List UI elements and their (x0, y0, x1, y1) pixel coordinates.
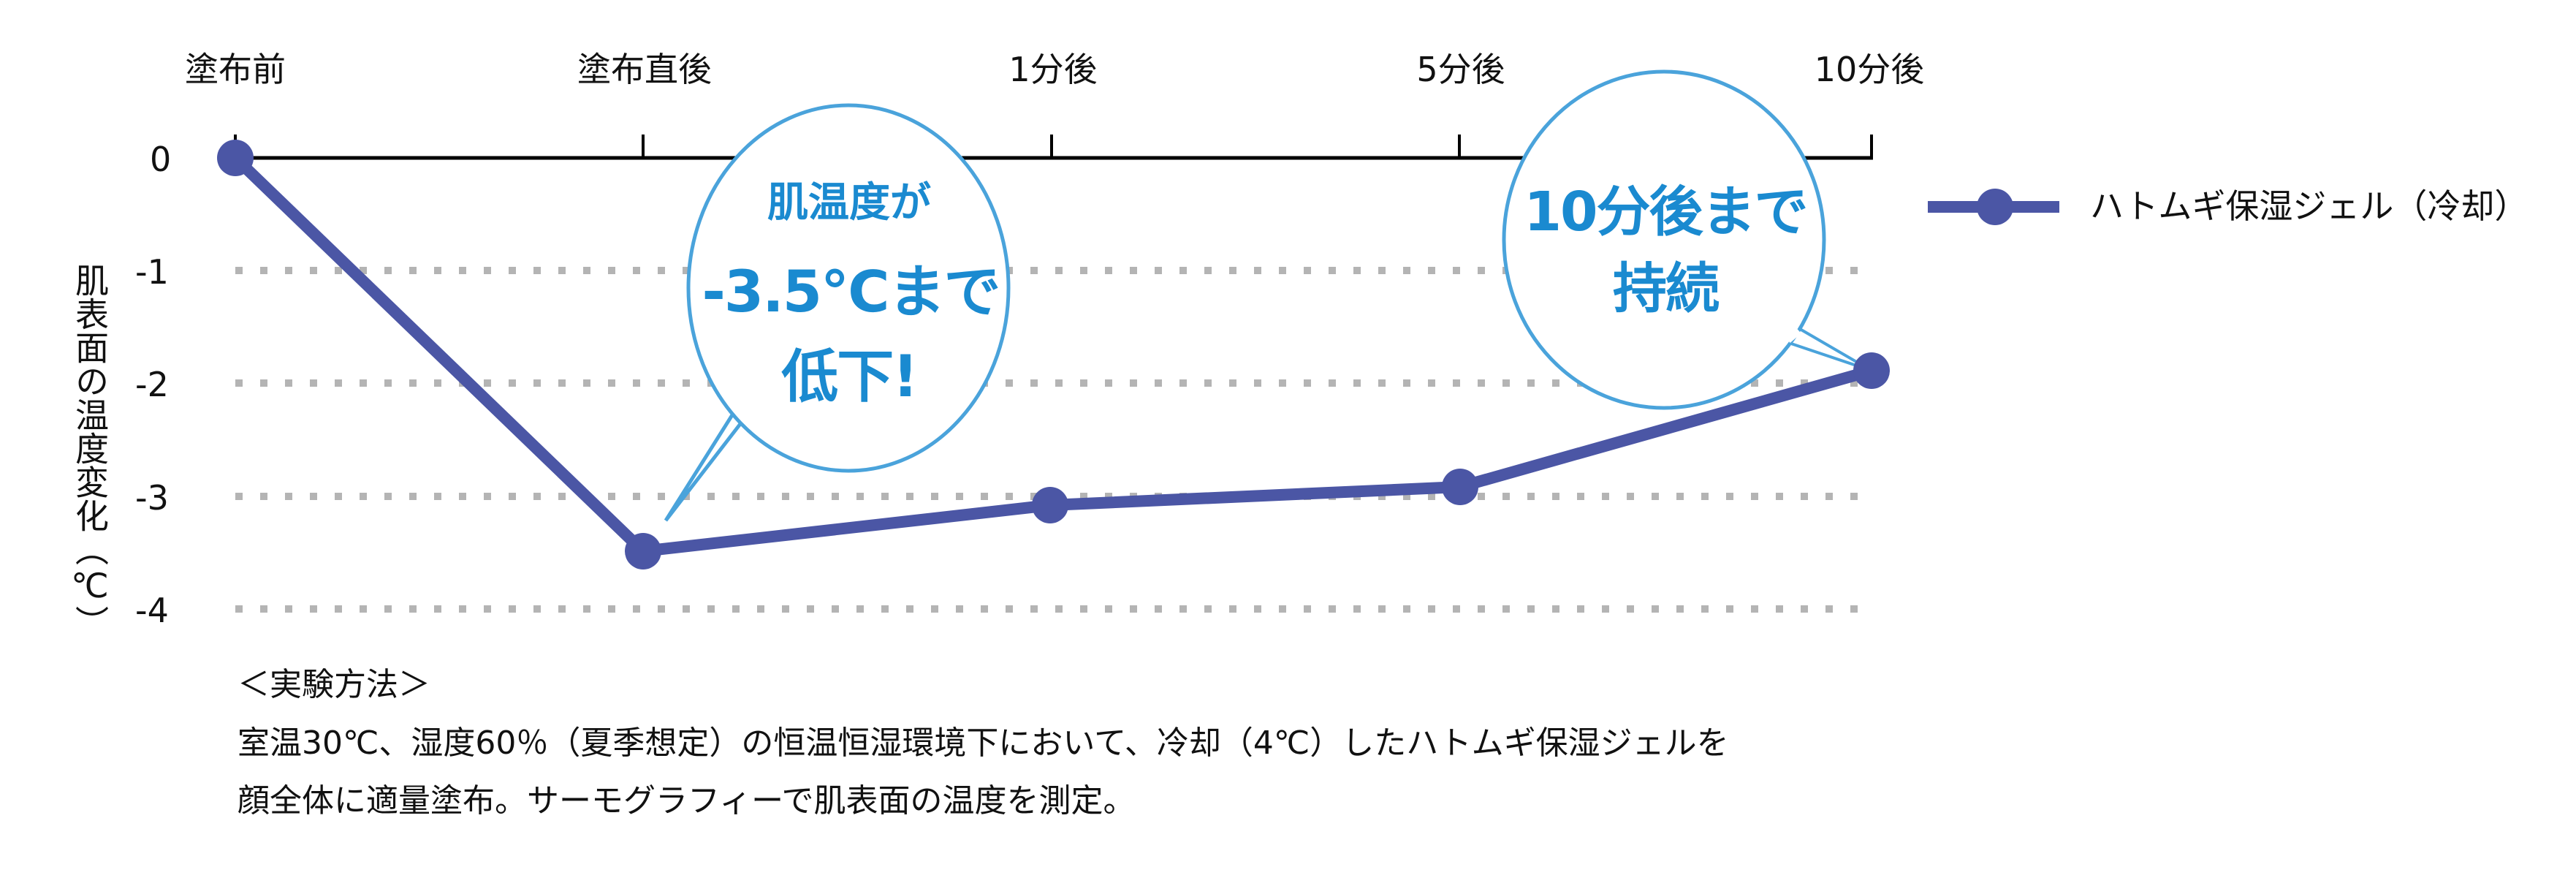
data-point-10min[interactable] (1853, 352, 1890, 389)
callout-1-line3: 低下! (781, 344, 919, 410)
y-axis-title: 肌表面の温度変化（℃） (70, 263, 110, 639)
method-line-2: 顔全体に適量塗布。サーモグラフィーで肌表面の温度を測定。 (238, 782, 1136, 820)
callout-bubble-duration (1502, 69, 1873, 410)
series-markers (217, 140, 1890, 569)
legend-label: ハトムギ保湿ジェル（冷却） (2090, 186, 2528, 226)
callout-circle (1502, 69, 1826, 410)
y-tick-0: 0 (150, 140, 172, 179)
data-point-immediately-after[interactable] (625, 533, 661, 569)
x-label-immediately-after: 塗布直後 (577, 50, 712, 89)
callout-1-line1: 肌温度が (767, 179, 931, 227)
x-label-10min: 10分後 (1814, 50, 1925, 89)
data-point-1min[interactable] (1032, 487, 1068, 523)
x-label-1min: 1分後 (1008, 50, 1098, 89)
legend-marker (1928, 189, 2059, 225)
callout-2-line1: 10分後まで (1524, 181, 1809, 243)
y-tick-minus-4: -4 (135, 591, 169, 630)
method-heading: ＜実験方法＞ (238, 666, 430, 703)
callout-circle (686, 103, 1011, 473)
y-tick-minus-1: -1 (135, 252, 169, 292)
callout-1-line2: -3.5℃まで (702, 260, 1000, 325)
y-tick-minus-2: -2 (135, 365, 169, 404)
callout-bubble-cooling (664, 103, 1011, 522)
y-tick-minus-3: -3 (135, 478, 169, 518)
data-point-5min[interactable] (1442, 469, 1478, 505)
x-label-5min: 5分後 (1416, 50, 1505, 89)
callout-2-line2: 持続 (1613, 257, 1720, 320)
method-line-1: 室温30℃、湿度60％（夏季想定）の恒温恒湿環境下において、冷却（4℃）したハト… (238, 724, 1729, 762)
legend-dot-icon (1977, 189, 2013, 225)
data-point-before[interactable] (217, 140, 254, 176)
x-label-before: 塗布前 (185, 50, 286, 89)
